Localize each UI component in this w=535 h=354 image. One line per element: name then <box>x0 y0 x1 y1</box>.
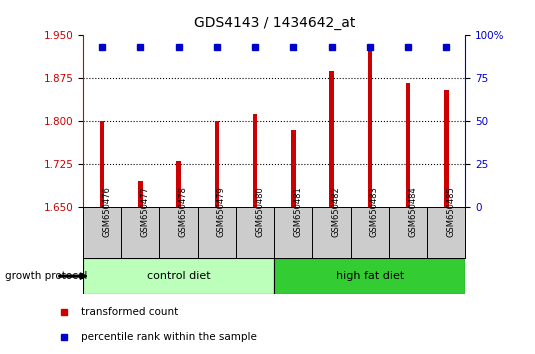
Text: GSM650477: GSM650477 <box>140 186 149 236</box>
Bar <box>138 181 143 207</box>
Text: growth protocol: growth protocol <box>5 271 88 281</box>
Bar <box>444 90 449 207</box>
Text: control diet: control diet <box>147 271 210 281</box>
Text: GSM650478: GSM650478 <box>179 186 188 236</box>
Bar <box>368 46 372 207</box>
Text: transformed count: transformed count <box>81 307 178 317</box>
Text: GSM650479: GSM650479 <box>217 186 226 236</box>
Text: high fat diet: high fat diet <box>335 271 404 281</box>
Bar <box>215 121 219 207</box>
Bar <box>100 121 104 207</box>
Text: GSM650476: GSM650476 <box>102 186 111 236</box>
Text: percentile rank within the sample: percentile rank within the sample <box>81 332 257 342</box>
Bar <box>83 258 274 294</box>
Text: GSM650481: GSM650481 <box>293 186 302 236</box>
Text: GSM650482: GSM650482 <box>332 186 341 236</box>
Bar <box>406 83 410 207</box>
Bar <box>253 114 257 207</box>
Text: GSM650484: GSM650484 <box>408 186 417 236</box>
Text: GSM650483: GSM650483 <box>370 186 379 236</box>
Text: GSM650485: GSM650485 <box>446 186 455 236</box>
Bar <box>291 130 296 207</box>
Title: GDS4143 / 1434642_at: GDS4143 / 1434642_at <box>194 16 355 30</box>
Bar <box>176 161 181 207</box>
Bar <box>274 258 465 294</box>
Text: GSM650480: GSM650480 <box>255 186 264 236</box>
Bar <box>329 71 334 207</box>
